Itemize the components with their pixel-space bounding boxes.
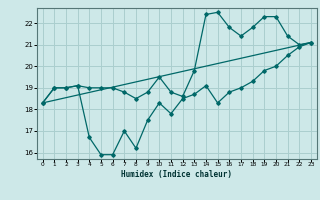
X-axis label: Humidex (Indice chaleur): Humidex (Indice chaleur) xyxy=(121,170,232,179)
